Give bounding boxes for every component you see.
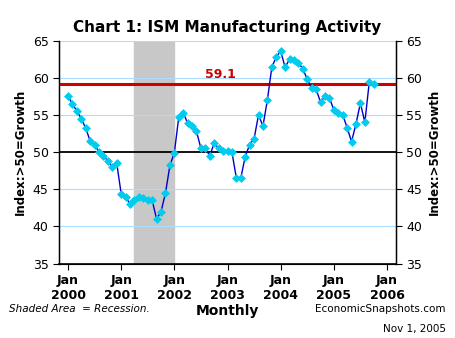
- Point: [339, 112, 346, 118]
- Point: [69, 101, 76, 106]
- Point: [109, 164, 116, 170]
- Point: [237, 175, 244, 181]
- Point: [326, 95, 333, 100]
- Point: [162, 190, 169, 196]
- Point: [193, 128, 200, 134]
- Bar: [135, 41, 174, 264]
- Point: [219, 149, 227, 154]
- Point: [348, 139, 355, 144]
- Point: [246, 142, 253, 147]
- Point: [233, 175, 240, 181]
- Point: [224, 148, 231, 153]
- Text: 59.1: 59.1: [205, 69, 236, 81]
- Point: [228, 149, 236, 155]
- Point: [299, 66, 307, 72]
- Point: [126, 201, 134, 207]
- Point: [131, 198, 138, 203]
- Point: [286, 56, 293, 62]
- Point: [282, 65, 289, 70]
- Point: [215, 146, 222, 151]
- Point: [357, 100, 364, 106]
- Text: Shaded Area  = Recession.: Shaded Area = Recession.: [9, 304, 150, 314]
- Point: [86, 138, 94, 144]
- Point: [211, 141, 218, 146]
- Point: [166, 163, 173, 168]
- Title: Chart 1: ISM Manufacturing Activity: Chart 1: ISM Manufacturing Activity: [73, 20, 382, 35]
- Point: [259, 123, 267, 129]
- Point: [206, 153, 213, 159]
- Point: [180, 110, 187, 115]
- Point: [188, 123, 196, 129]
- Point: [308, 86, 315, 91]
- Point: [113, 161, 121, 166]
- Point: [321, 94, 329, 99]
- Point: [202, 146, 209, 151]
- Point: [184, 120, 191, 126]
- Point: [100, 153, 107, 159]
- Point: [290, 57, 298, 63]
- Text: Nov 1, 2005: Nov 1, 2005: [383, 324, 446, 335]
- Point: [330, 107, 338, 113]
- Point: [78, 116, 85, 121]
- Point: [370, 82, 377, 87]
- Point: [303, 76, 311, 82]
- Point: [140, 195, 147, 201]
- Point: [295, 60, 302, 66]
- Point: [91, 142, 98, 147]
- Point: [148, 198, 156, 203]
- Point: [344, 125, 351, 130]
- Point: [268, 65, 275, 70]
- Point: [317, 100, 324, 105]
- Point: [135, 194, 142, 199]
- Point: [255, 112, 262, 118]
- Point: [157, 209, 165, 214]
- Point: [82, 126, 89, 131]
- Point: [264, 97, 271, 103]
- Y-axis label: Index:>50=Growth: Index:>50=Growth: [14, 89, 27, 215]
- Point: [122, 194, 129, 199]
- Text: EconomicSnapshots.com: EconomicSnapshots.com: [315, 304, 446, 314]
- Text: Monthly: Monthly: [196, 304, 259, 318]
- Point: [313, 86, 320, 92]
- Point: [153, 216, 160, 222]
- Point: [334, 111, 342, 116]
- Point: [73, 108, 81, 114]
- Point: [366, 79, 373, 85]
- Point: [144, 198, 152, 203]
- Point: [175, 115, 182, 120]
- Point: [242, 154, 249, 159]
- Point: [197, 146, 205, 151]
- Point: [104, 158, 111, 164]
- Point: [117, 191, 125, 196]
- Point: [361, 120, 369, 125]
- Point: [273, 54, 280, 59]
- Point: [352, 121, 359, 126]
- Point: [277, 48, 284, 54]
- Point: [250, 136, 258, 141]
- Y-axis label: Index:>50=Growth: Index:>50=Growth: [428, 89, 441, 215]
- Point: [171, 150, 178, 155]
- Point: [96, 149, 103, 155]
- Point: [64, 94, 71, 99]
